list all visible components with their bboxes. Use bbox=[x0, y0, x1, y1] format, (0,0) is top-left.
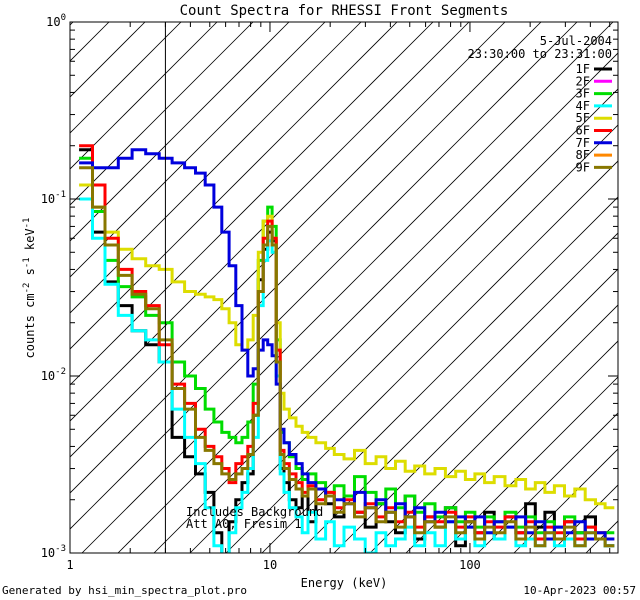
y-label-exp: -2 bbox=[22, 283, 32, 294]
chart-title: Count Spectra for RHESSI Front Segments bbox=[180, 3, 509, 19]
series-line-6F bbox=[79, 144, 615, 541]
hatch-line bbox=[0, 22, 253, 553]
hatch-line bbox=[0, 22, 1, 553]
annotation-attenuator: Att A0, Fresim 1 bbox=[186, 517, 302, 531]
hatch-line bbox=[0, 22, 217, 553]
footer-timestamp: 10-Apr-2023 00:57 bbox=[523, 584, 636, 597]
legend-label-6F: 6F bbox=[576, 124, 590, 138]
x-tick-label: 10 bbox=[263, 558, 277, 572]
legend-time-range: 23:30:00 to 23:31:00 bbox=[468, 47, 613, 61]
hatch-line bbox=[622, 22, 640, 553]
y-label-exp: -1 bbox=[22, 257, 32, 268]
x-tick-label: 100 bbox=[459, 558, 481, 572]
hatch-line bbox=[406, 22, 640, 553]
hatch-line bbox=[0, 22, 325, 553]
legend-label-5F: 5F bbox=[576, 111, 590, 125]
y-tick-label: 10-3 bbox=[41, 544, 66, 560]
hatch-line bbox=[0, 22, 289, 553]
series-line-5F bbox=[79, 183, 615, 510]
footer-generator: Generated by hsi_min_spectra_plot.pro bbox=[2, 584, 248, 597]
x-tick-label: 1 bbox=[66, 558, 73, 572]
x-axis-label: Energy (keV) bbox=[301, 576, 388, 590]
hatch-line bbox=[0, 22, 181, 553]
hatch-line bbox=[0, 22, 469, 553]
legend-label-3F: 3F bbox=[576, 87, 590, 101]
hatch-line bbox=[0, 22, 361, 553]
legend-label-9F: 9F bbox=[576, 160, 590, 174]
hatch-line bbox=[190, 22, 640, 553]
hatch-line bbox=[514, 22, 640, 553]
hatch-line bbox=[226, 22, 640, 553]
legend-label-1F: 1F bbox=[576, 62, 590, 76]
y-label-part: s bbox=[23, 268, 37, 282]
hatch-line bbox=[82, 22, 613, 553]
y-label-part: keV bbox=[23, 228, 37, 257]
hatch-line bbox=[442, 22, 640, 553]
hatch-line bbox=[262, 22, 640, 553]
hatch-line bbox=[46, 22, 577, 553]
hatch-line bbox=[0, 22, 109, 553]
y-tick-label: 100 bbox=[46, 13, 66, 29]
legend-date: 5-Jul-2004 bbox=[540, 34, 612, 48]
y-tick-label: 10-2 bbox=[41, 367, 66, 383]
legend-label-7F: 7F bbox=[576, 136, 590, 150]
hatch-line bbox=[478, 22, 640, 553]
y-label-exp: -1 bbox=[22, 218, 32, 229]
hatch-line bbox=[0, 22, 505, 553]
legend-label-8F: 8F bbox=[576, 148, 590, 162]
plot-frame bbox=[69, 21, 619, 554]
y-tick-label: 10-1 bbox=[41, 190, 66, 206]
y-axis-label: counts cm-2 s-1 keV-1 bbox=[22, 218, 37, 359]
hatch-line bbox=[370, 22, 640, 553]
annotation-background: Includes Background bbox=[186, 505, 323, 519]
series-line-9F bbox=[79, 166, 615, 548]
hatch-line bbox=[0, 22, 73, 553]
legend-label-2F: 2F bbox=[576, 74, 590, 88]
y-label-part: counts cm bbox=[23, 293, 37, 358]
hatch-line bbox=[0, 22, 433, 553]
legend-label-4F: 4F bbox=[576, 99, 590, 113]
